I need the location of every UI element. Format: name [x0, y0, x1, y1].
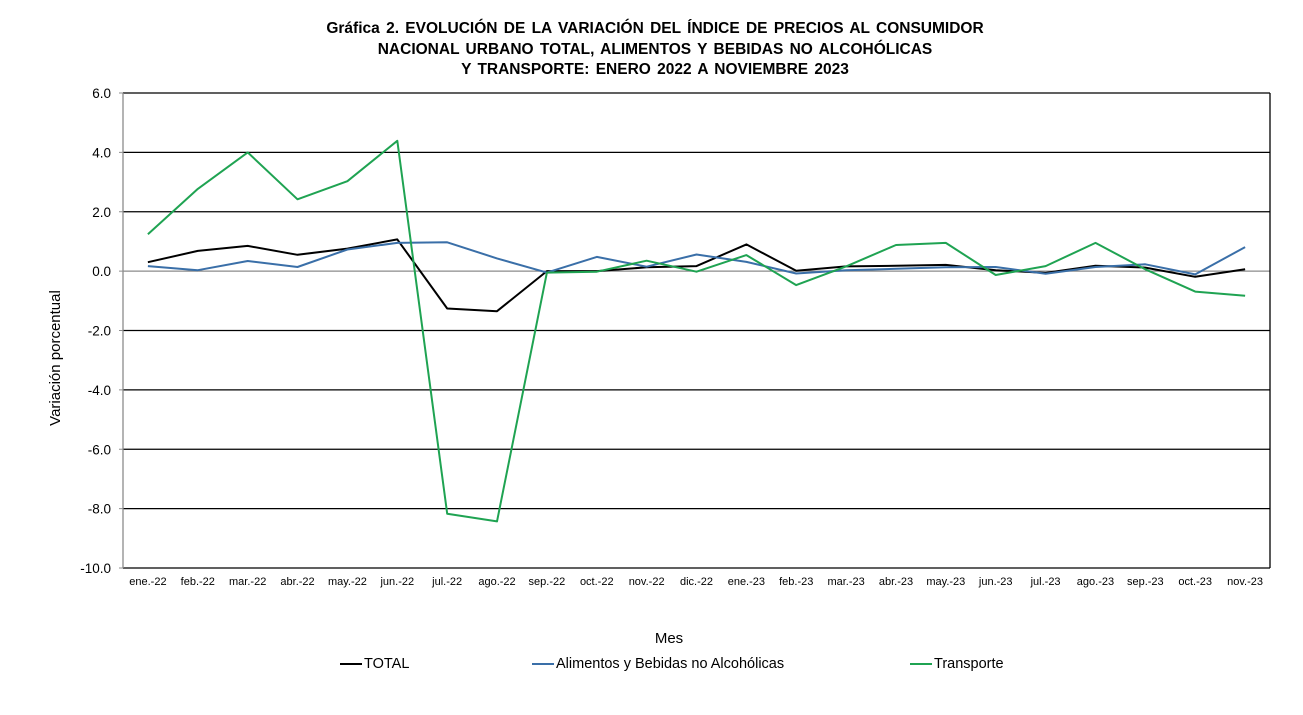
y-tick-label: -10.0: [80, 561, 111, 576]
y-tick-label: -2.0: [88, 324, 111, 339]
x-tick-label: nov.-22: [629, 576, 665, 588]
x-tick-label: sep.-23: [1127, 576, 1164, 588]
legend-item-transporte: Transporte: [910, 656, 1004, 672]
y-tick-label: 4.0: [92, 145, 111, 160]
series-line-2: [147, 139, 1246, 523]
x-tick-label: ene.-23: [728, 576, 765, 588]
legend-swatch-transporte: [910, 663, 932, 665]
x-tick-label: jul.-22: [431, 576, 462, 588]
x-tick-label: nov.-23: [1227, 576, 1263, 588]
y-tick-label: -4.0: [88, 383, 111, 398]
x-tick-label: ene.-22: [129, 576, 166, 588]
legend-swatch-total: [340, 663, 362, 665]
legend-label-total: TOTAL: [364, 656, 410, 672]
chart-title: Gráfica 2. EVOLUCIÓN DE LA VARIACIÓN DEL…: [0, 19, 1303, 81]
x-tick-label: mar.-23: [827, 576, 864, 588]
x-tick-label: abr.-22: [280, 576, 314, 588]
x-tick-label: oct.-22: [580, 576, 614, 588]
legend-label-transporte: Transporte: [934, 656, 1004, 672]
series-line-1: [147, 241, 1246, 276]
x-tick-label: jun.-22: [379, 576, 414, 588]
legend-label-alimentos: Alimentos y Bebidas no Alcohólicas: [556, 656, 785, 672]
x-tick-label: ago.-23: [1077, 576, 1114, 588]
x-axis-label: Mes: [655, 630, 683, 647]
y-tick-label: 0.0: [92, 264, 111, 279]
x-tick-label: may.-22: [328, 576, 367, 588]
y-axis-label: Variación porcentual: [47, 290, 64, 426]
x-tick-label: feb.-23: [779, 576, 813, 588]
series-lines: [147, 139, 1246, 523]
x-tick-label: jun.-23: [978, 576, 1013, 588]
line-chart: 6.0 4.0 2.0 0.0 -2.0 -4.0 -6.0 -8.0 -10.0 ene.-2…: [47, 86, 1271, 647]
legend-item-total: TOTAL: [340, 656, 409, 672]
legend-swatch-alimentos: [532, 663, 554, 665]
x-tick-label: oct.-23: [1178, 576, 1212, 588]
y-axis-ticks: 6.0 4.0 2.0 0.0 -2.0 -4.0 -6.0 -8.0 -10.0: [80, 86, 111, 576]
y-tick-label: -6.0: [88, 442, 111, 457]
x-tick-label: ago.-22: [478, 576, 515, 588]
x-tick-label: feb.-22: [181, 576, 215, 588]
x-tick-label: abr.-23: [879, 576, 913, 588]
chart-title-line-3: Y TRANSPORTE: ENERO 2022 A NOVIEMBRE 202…: [461, 61, 849, 78]
x-tick-label: may.-23: [926, 576, 965, 588]
legend-item-alimentos: Alimentos y Bebidas no Alcohólicas: [532, 656, 784, 672]
gridlines: [119, 92, 1271, 569]
legend: TOTAL Alimentos y Bebidas no Alcohólicas…: [0, 656, 1303, 676]
chart-title-line-1: Gráfica 2. EVOLUCIÓN DE LA VARIACIÓN DEL…: [326, 20, 984, 37]
chart-title-line-2: NACIONAL URBANO TOTAL, ALIMENTOS Y BEBID…: [377, 40, 933, 58]
x-tick-label: jul.-23: [1030, 576, 1061, 588]
x-tick-label: dic.-22: [680, 576, 713, 588]
y-tick-label: 2.0: [92, 205, 111, 220]
y-tick-label: -8.0: [88, 502, 111, 517]
y-tick-label: 6.0: [92, 86, 111, 101]
x-axis-ticks: ene.-22 feb.-22 mar.-22 abr.-22 may.-22 jun.-…: [129, 576, 1263, 588]
x-tick-label: sep.-22: [529, 576, 566, 588]
x-tick-label: mar.-22: [229, 576, 266, 588]
